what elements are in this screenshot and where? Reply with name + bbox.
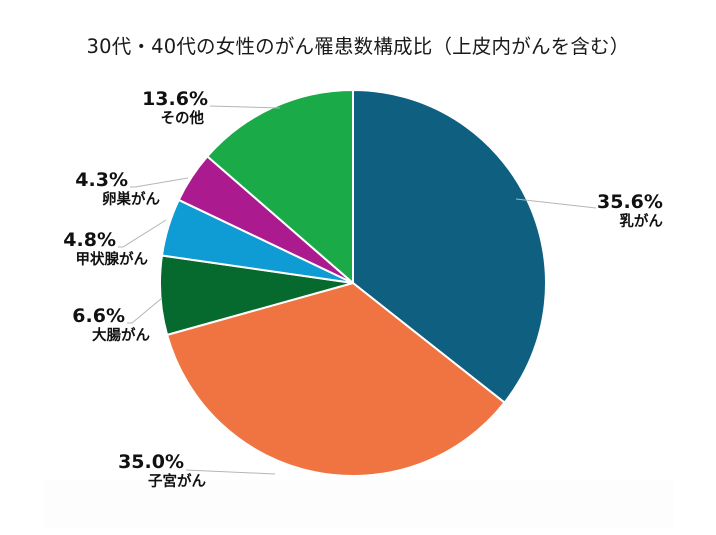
pie-slices	[159, 89, 547, 477]
value-label: 13.6%	[142, 88, 208, 110]
pie-slice-0	[352, 89, 547, 404]
pie-slice-1	[166, 282, 506, 477]
category-label: 乳がん	[619, 213, 663, 230]
leader-line-uterine	[185, 469, 276, 475]
data-label-other: 13.6% その他	[120, 88, 208, 128]
data-label-uterine: 35.0% 子宮がん	[108, 451, 206, 491]
chart-footer-area	[44, 480, 674, 528]
chart-title: 30代・40代の女性のがん罹患数構成比（上皮内がんを含む）	[86, 35, 630, 58]
value-label: 4.3%	[75, 169, 128, 191]
category-label: 子宮がん	[148, 473, 206, 490]
leader-line-breast	[515, 198, 597, 209]
leader-line-ovarian	[130, 177, 189, 188]
category-label: 卵巣がん	[102, 191, 160, 208]
data-label-breast: 35.6% 乳がん	[597, 191, 663, 231]
data-label-colorectal: 6.6% 大腸がん	[60, 305, 150, 345]
value-label: 4.8%	[63, 229, 116, 251]
data-label-ovarian: 4.3% 卵巣がん	[60, 169, 160, 209]
category-label: 甲状腺がん	[75, 251, 149, 268]
data-label-thyroid: 4.8% 甲状腺がん	[40, 229, 149, 269]
leader-lines	[118, 105, 597, 475]
category-label: 大腸がん	[92, 327, 150, 344]
leader-line-colorectal	[127, 297, 163, 324]
category-label: その他	[160, 110, 205, 127]
value-label: 35.6%	[597, 191, 663, 213]
value-label: 35.0%	[118, 451, 184, 473]
value-label: 6.6%	[72, 305, 125, 327]
leader-line-thyroid	[118, 219, 167, 248]
leader-line-other	[209, 105, 281, 109]
